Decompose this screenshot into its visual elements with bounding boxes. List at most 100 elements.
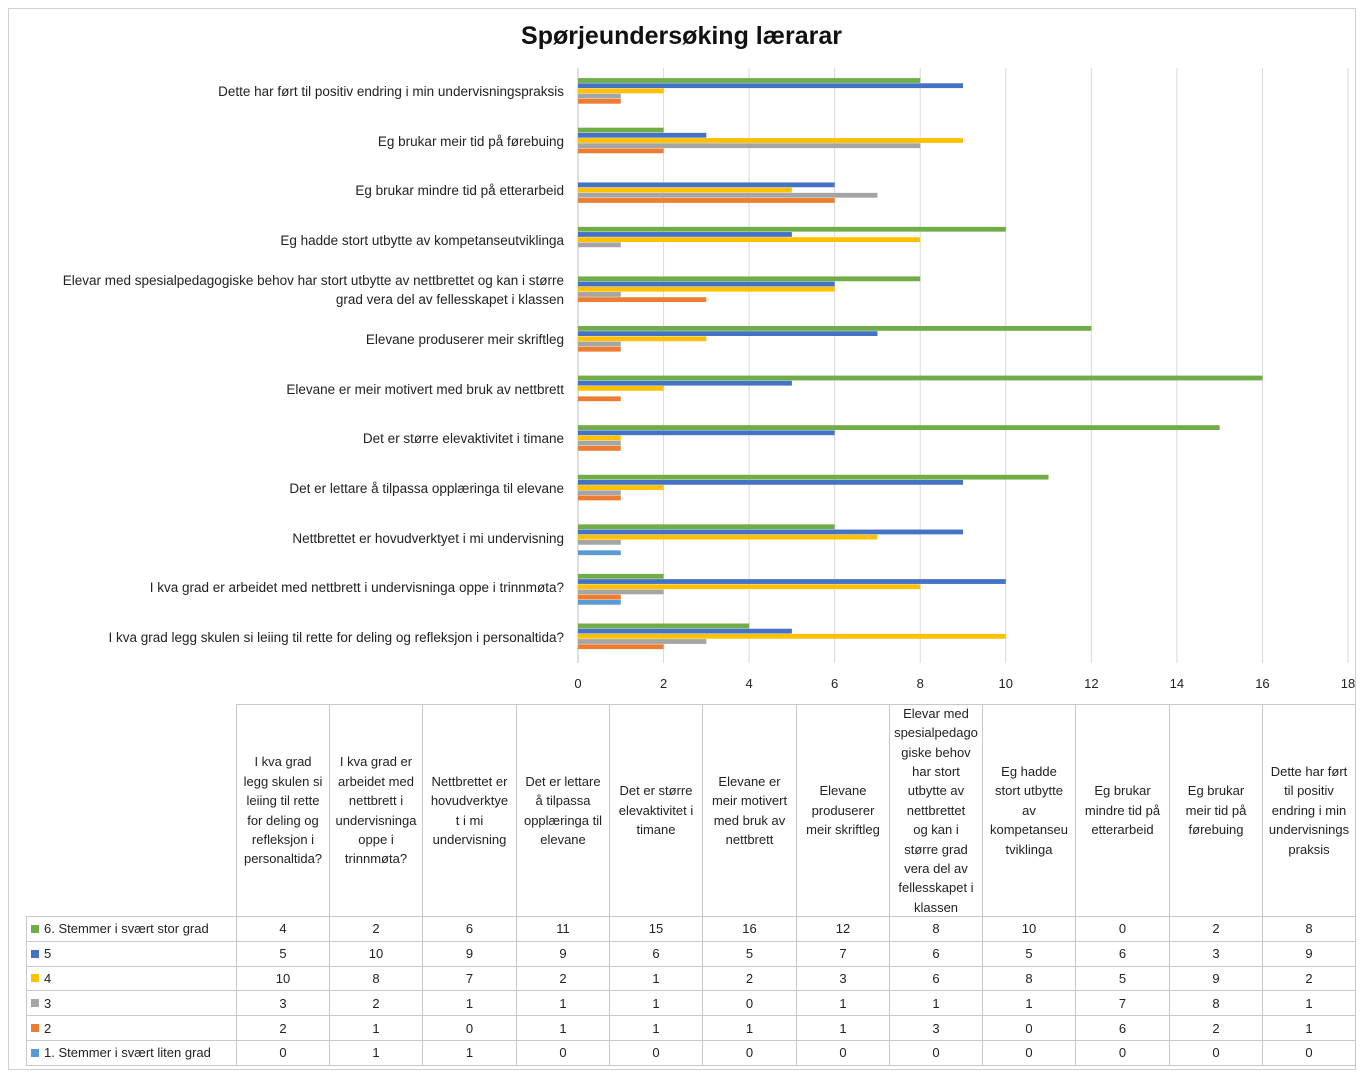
table-value-cell: 3 <box>236 990 330 1017</box>
legend-swatch <box>31 999 39 1008</box>
bar <box>578 331 878 337</box>
legend-swatch <box>31 924 39 933</box>
table-header-line: I kva grad er <box>339 754 413 770</box>
bar <box>578 127 664 133</box>
category-label-line: Elevar med spesialpedagogiske behov har … <box>62 273 564 289</box>
table-header-line: til positiv <box>1284 783 1334 799</box>
x-tick-label: 10 <box>999 676 1013 691</box>
table-value-cell: 6 <box>889 940 983 967</box>
table-value-cell: 1 <box>796 1015 890 1041</box>
table-value-cell: 0 <box>796 1040 890 1066</box>
table-header-cell: Dette har ført til positiv endring i min un… <box>1262 704 1356 917</box>
table-header-line: kompetanseu <box>989 822 1069 838</box>
legend-label: 1. Stemmer i svært liten grad <box>44 1045 211 1061</box>
table-header-line: praksis <box>1288 841 1330 857</box>
table-value-cell: 0 <box>702 1040 797 1066</box>
x-tick-label: 4 <box>745 676 752 691</box>
table-header-line: leiing til rette <box>246 793 320 809</box>
table-value-cell: 1 <box>982 990 1076 1017</box>
bar <box>578 639 707 644</box>
table-value-cell: 0 <box>516 1040 610 1066</box>
table-value-cell: 6 <box>1075 1015 1170 1041</box>
table-header-line: personaltida? <box>243 851 323 867</box>
table-value-cell: 2 <box>329 916 423 942</box>
table-header-line: meir skriftleg <box>806 822 880 838</box>
table-header-cell: Elevane produserer meir skriftleg <box>796 704 890 917</box>
table-header-line: større grad <box>904 841 968 857</box>
table-header-line: klassen <box>913 899 959 915</box>
table-value-cell: 0 <box>982 1040 1076 1066</box>
table-header-line: for deling og <box>247 812 319 828</box>
table-value-cell: 1 <box>702 1015 797 1041</box>
category-label: Eg hadde stort utbytte av kompetanseutvi… <box>280 231 564 250</box>
bar <box>578 380 792 386</box>
table-value-cell: 1 <box>609 1015 703 1041</box>
x-tick-label: 14 <box>1170 676 1184 691</box>
bar <box>578 573 664 579</box>
category-label: Elevar med spesialpedagogiske behov har … <box>63 271 564 309</box>
table-header-line: mindre tid på <box>1084 802 1161 818</box>
bar <box>578 539 621 545</box>
bar <box>578 286 835 292</box>
bar <box>578 237 921 243</box>
table-header-line: spesialpedago <box>894 725 978 741</box>
table-header-line: Elevane <box>819 783 867 799</box>
bar <box>578 524 835 530</box>
table-header-line: Nettbrettet er <box>431 773 508 789</box>
table-header-label: I kva grad er arbeidet med nettbrett i unde… <box>336 752 417 868</box>
table-header-label: Elevar med spesialpedago giske behov har st… <box>894 705 978 916</box>
bar <box>578 292 621 297</box>
bar <box>578 644 664 650</box>
table-header-line: og kan i <box>913 822 959 838</box>
table-value-cell: 5 <box>982 940 1076 967</box>
table-header-line: vera del av <box>904 861 968 877</box>
table-value-cell: 2 <box>702 965 797 992</box>
table-header-line: Eg hadde <box>1001 763 1057 779</box>
table-header-line: I kva grad <box>254 754 312 770</box>
bar <box>578 435 621 441</box>
table-value-cell: 15 <box>609 916 703 942</box>
chart-title: Spørjeundersøking lærarar <box>521 22 842 50</box>
table-value-cell: 16 <box>702 916 797 942</box>
category-label: Elevane er meir motivert med bruk av net… <box>286 380 564 399</box>
category-label: Det er lettare å tilpassa opplæringa til… <box>289 479 564 498</box>
bar <box>578 375 1263 381</box>
bar <box>578 445 621 451</box>
bar <box>578 474 1049 480</box>
table-value-cell: 1 <box>329 1040 423 1066</box>
table-value-cell: 2 <box>329 990 423 1017</box>
table-header-line: endring i min <box>1271 802 1347 818</box>
table-value-cell: 11 <box>516 916 610 942</box>
bar <box>578 83 963 89</box>
table-header-line: elevane <box>540 831 586 847</box>
table-value-cell: 8 <box>329 965 423 992</box>
bar <box>578 281 835 287</box>
table-header-line: med bruk av <box>713 812 786 828</box>
table-value-cell: 1 <box>516 990 610 1017</box>
table-header-line: elevaktivitet i <box>618 802 694 818</box>
legend-swatch <box>31 1024 39 1033</box>
table-header-line: etterarbeid <box>1091 822 1154 838</box>
x-tick-label: 16 <box>1255 676 1269 691</box>
table-header-label: Elevane produserer meir skriftleg <box>806 781 880 839</box>
category-label: Dette har ført til positiv endring i min… <box>218 82 564 101</box>
table-value-cell: 0 <box>702 990 797 1017</box>
table-header-line: utbytte av <box>907 783 965 799</box>
bar <box>578 78 921 83</box>
bar <box>578 579 1006 584</box>
table-header-line: å tilpassa <box>535 793 591 809</box>
table-value-cell: 9 <box>1262 940 1356 967</box>
x-tick-label: 18 <box>1341 676 1355 691</box>
table-header-line: Elevane er <box>718 773 781 789</box>
bar <box>578 623 750 629</box>
bar <box>578 430 835 436</box>
category-label-line: Eg brukar meir tid på førebuing <box>377 133 564 149</box>
table-header-line: arbeidet med <box>338 773 414 789</box>
table-value-cell: 1 <box>422 1040 517 1066</box>
x-tick-label: 2 <box>660 676 667 691</box>
table-header-line: meir motivert <box>711 793 788 809</box>
bar <box>578 226 1006 232</box>
bar <box>578 385 664 391</box>
table-value-cell: 1 <box>516 1015 610 1041</box>
bar <box>578 276 921 282</box>
